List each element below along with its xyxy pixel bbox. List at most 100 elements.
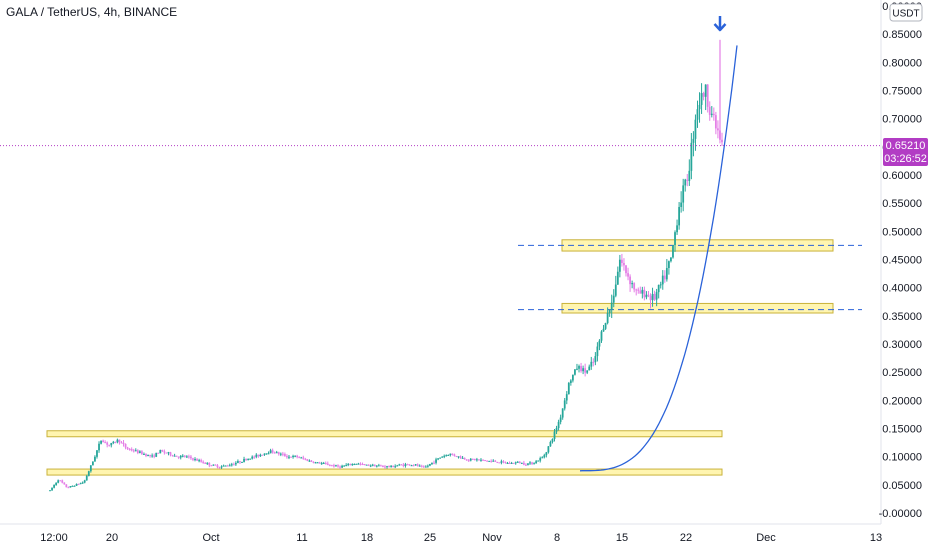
candle-body bbox=[155, 452, 158, 457]
candle-body bbox=[610, 302, 613, 310]
candle-body bbox=[328, 465, 331, 467]
candle-body bbox=[563, 400, 566, 409]
candle-body bbox=[163, 451, 166, 453]
time-tick-label: 18 bbox=[361, 532, 373, 544]
candle-body bbox=[404, 464, 407, 466]
currency-badge-label: USDT bbox=[892, 9, 919, 20]
candle-body bbox=[57, 480, 60, 483]
price-tick-label: 0.55000 bbox=[882, 198, 922, 210]
candle-body bbox=[312, 461, 315, 463]
candle-body bbox=[171, 455, 174, 457]
candle-body bbox=[59, 480, 62, 482]
candle-body bbox=[588, 366, 591, 371]
candle-body bbox=[382, 465, 384, 467]
candle-body bbox=[367, 464, 370, 466]
time-tick-label: 11 bbox=[296, 532, 307, 544]
candle-body bbox=[379, 465, 382, 467]
candle-body bbox=[520, 462, 523, 464]
candle-body bbox=[396, 465, 399, 467]
candle-body bbox=[700, 93, 703, 105]
candle-body bbox=[639, 290, 642, 294]
time-tick-label: Dec bbox=[756, 532, 776, 544]
candle-body bbox=[204, 462, 207, 464]
candle-body bbox=[290, 456, 292, 458]
candle-body bbox=[586, 370, 589, 373]
candle-body bbox=[655, 292, 658, 300]
candle-body bbox=[245, 458, 247, 461]
candle-body bbox=[388, 466, 390, 468]
candle-body bbox=[83, 480, 86, 483]
candle-body bbox=[147, 454, 149, 456]
price-tick-label: 0.75000 bbox=[882, 86, 922, 98]
candle-body bbox=[641, 289, 644, 294]
candle-body bbox=[187, 456, 190, 458]
candle-body bbox=[602, 328, 605, 332]
candle-body bbox=[410, 465, 413, 467]
candle-body bbox=[330, 465, 333, 467]
candle-body bbox=[486, 460, 489, 462]
candle-body bbox=[545, 452, 548, 456]
price-tick-label: 0.15000 bbox=[882, 424, 922, 436]
candle-body bbox=[339, 466, 341, 468]
candle-body bbox=[222, 465, 225, 467]
candle-body bbox=[451, 453, 454, 455]
candle-body bbox=[324, 463, 327, 465]
candle-body bbox=[392, 465, 395, 468]
support-zone-rect bbox=[46, 430, 723, 438]
candle-body bbox=[502, 461, 505, 463]
candle-body bbox=[539, 458, 542, 461]
candle-body bbox=[143, 453, 145, 455]
candle-body bbox=[116, 439, 119, 443]
candle-body bbox=[241, 461, 243, 463]
candle-body bbox=[151, 455, 154, 457]
candle-body bbox=[261, 454, 264, 456]
candle-body bbox=[351, 464, 354, 466]
last-price-value: 0.65210 bbox=[886, 140, 926, 152]
candle-body bbox=[279, 453, 282, 455]
candle-body bbox=[657, 285, 660, 293]
candle-body bbox=[218, 467, 221, 469]
candle-body bbox=[277, 452, 280, 455]
candle-body bbox=[506, 462, 509, 464]
candle-body bbox=[263, 453, 266, 455]
candle-body bbox=[516, 461, 519, 463]
candle-body bbox=[353, 464, 356, 466]
candle-body bbox=[192, 458, 194, 460]
candle-body bbox=[498, 462, 501, 464]
price-tick-label: 0.85000 bbox=[882, 29, 922, 41]
candle-body bbox=[224, 465, 227, 467]
candle-body bbox=[688, 170, 691, 181]
candle-body bbox=[110, 442, 113, 446]
candle-body bbox=[518, 461, 521, 464]
candle-body bbox=[590, 361, 593, 367]
candle-body bbox=[249, 458, 252, 460]
candle-body bbox=[112, 441, 115, 443]
candle-body bbox=[228, 465, 231, 467]
candle-body bbox=[283, 454, 286, 457]
candle-body bbox=[153, 455, 156, 457]
candle-body bbox=[551, 439, 554, 442]
candle-body bbox=[87, 471, 90, 476]
candle-body bbox=[136, 450, 139, 453]
candle-body bbox=[692, 138, 695, 143]
last-price-badge: 0.65210 03:26:52 bbox=[883, 138, 928, 166]
candle-body bbox=[420, 465, 423, 467]
candle-body bbox=[386, 466, 388, 468]
candle-body bbox=[606, 312, 609, 324]
candle-body bbox=[212, 464, 215, 466]
currency-badge[interactable]: USDT bbox=[889, 3, 923, 22]
candle-body bbox=[690, 142, 693, 171]
candle-body bbox=[508, 462, 511, 464]
candle-body bbox=[625, 265, 627, 274]
candle-body bbox=[177, 456, 180, 458]
candle-body bbox=[608, 309, 611, 313]
time-tick-label: 8 bbox=[554, 532, 560, 544]
candle-body bbox=[371, 464, 374, 466]
candle-body bbox=[482, 459, 484, 461]
candle-body bbox=[694, 119, 697, 139]
candle-body bbox=[51, 487, 53, 491]
candle-body bbox=[271, 450, 274, 453]
candle-body bbox=[292, 455, 294, 458]
candle-body bbox=[316, 462, 319, 464]
